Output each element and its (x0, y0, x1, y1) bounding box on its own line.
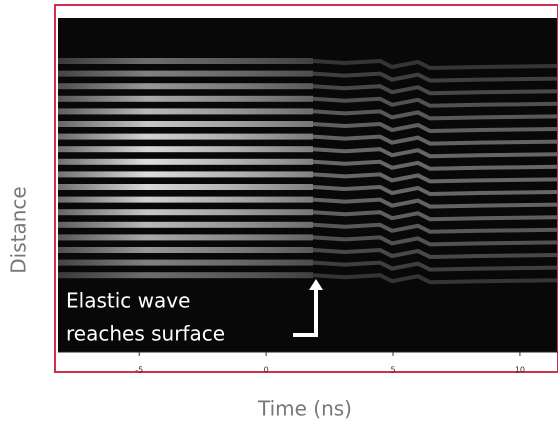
stripe (58, 171, 313, 177)
stripe (58, 260, 313, 266)
annotation: reaches surface (66, 322, 225, 346)
stripe (58, 184, 313, 190)
stripe (58, 96, 313, 102)
y-axis-label: Distance (7, 186, 31, 273)
x-tick-label: 10 (515, 366, 525, 375)
stripe (58, 159, 313, 165)
x-tick-label: 0 (264, 366, 269, 375)
stripe (58, 209, 313, 215)
stripe (58, 247, 313, 253)
stripe (58, 234, 313, 240)
x-axis-label: Time (ns) (257, 397, 352, 421)
x-tick-label: 5 (390, 366, 395, 375)
stripe (58, 58, 313, 64)
figure: Elastic wave reaches surface Time (ns) D… (0, 0, 558, 426)
stripe (58, 222, 313, 228)
stripe (58, 121, 313, 127)
stripe (58, 83, 313, 89)
stripe (58, 108, 313, 114)
page: Elastic wave reaches surface Time (ns) D… (0, 0, 558, 426)
stripe (58, 197, 313, 203)
stripe (58, 71, 313, 77)
annotation: Elastic wave (66, 289, 190, 313)
stripe (58, 272, 313, 278)
x-tick-label: -5 (135, 366, 143, 375)
stripe (58, 146, 313, 152)
stripe (58, 134, 313, 140)
